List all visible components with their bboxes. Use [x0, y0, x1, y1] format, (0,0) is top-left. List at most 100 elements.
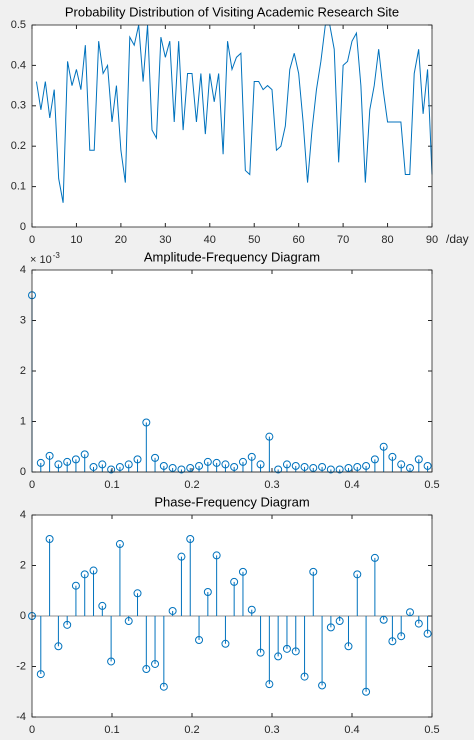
stem-marker	[230, 577, 239, 586]
axes-box	[31, 514, 433, 718]
stem-marker	[195, 635, 204, 644]
stem-marker	[274, 652, 283, 661]
y-tick-label: 4	[20, 264, 26, 276]
stem-marker	[326, 465, 335, 474]
stem-marker	[203, 588, 212, 597]
chart-title: Probability Distribution of Visiting Aca…	[65, 4, 399, 19]
x-tick-label: 30	[159, 234, 171, 246]
axes-box	[31, 269, 433, 473]
stem-marker	[414, 455, 423, 464]
chart-title: Phase-Frequency Diagram	[154, 494, 309, 509]
stem-marker	[406, 608, 414, 617]
stem-marker	[45, 451, 54, 460]
y-multiplier: × 10	[30, 254, 52, 266]
axes-background	[32, 270, 432, 472]
stem-marker	[238, 567, 247, 576]
stem-marker	[370, 553, 379, 562]
x-tick-label: 0.5	[424, 479, 439, 491]
x-tick-label: 0.4	[344, 479, 359, 491]
stem-marker	[274, 465, 283, 474]
stem-marker	[265, 680, 274, 689]
stem-marker	[54, 642, 63, 651]
stem-marker	[36, 670, 45, 679]
stem-marker	[230, 462, 239, 471]
stem-marker	[71, 581, 80, 590]
stem-marker	[98, 601, 107, 610]
y-tick-label: 0	[20, 610, 26, 622]
x-tick-label: 0.3	[264, 479, 279, 491]
stem-marker	[124, 617, 133, 626]
y-tick-label: 0.3	[11, 100, 26, 112]
x-tick-label: 50	[248, 234, 260, 246]
data-line	[35, 24, 433, 203]
stem-marker	[54, 460, 63, 469]
stem-marker	[151, 659, 160, 668]
stem-marker	[256, 460, 265, 469]
stem-marker	[107, 657, 116, 666]
stem-marker	[379, 615, 388, 624]
stem-marker	[89, 462, 98, 471]
x-tick-label: 70	[337, 234, 349, 246]
stem-marker	[142, 418, 151, 427]
stem-marker	[423, 629, 432, 638]
y-tick-label: 0.4	[11, 59, 26, 71]
x-tick-label: 10	[70, 234, 82, 246]
x-tick-label: 0	[29, 479, 35, 491]
stem-marker	[335, 617, 344, 626]
y-tick-label: 0	[20, 466, 26, 478]
x-tick-label: 60	[293, 234, 305, 246]
stem-marker	[379, 442, 388, 451]
stem-marker	[318, 681, 327, 690]
x-tick-label: 20	[115, 234, 127, 246]
y-tick-label: 2	[20, 559, 26, 571]
stem-marker	[247, 452, 256, 461]
stem-marker	[186, 463, 195, 472]
stem-marker	[107, 465, 116, 474]
stem-marker	[98, 460, 107, 469]
stem-marker	[45, 534, 54, 543]
stem-marker	[353, 570, 362, 579]
stem-marker	[89, 566, 98, 575]
stem-marker	[423, 461, 432, 470]
stem-marker	[309, 567, 318, 576]
x-tick-label: 40	[204, 234, 216, 246]
x-tick-label: 0.5	[424, 724, 439, 736]
y-tick-label: 3	[20, 314, 26, 326]
y-tick-label: 0.2	[11, 140, 26, 152]
stem-marker	[238, 457, 247, 466]
stem-marker	[177, 465, 186, 474]
chart-title: Amplitude-Frequency Diagram	[144, 249, 320, 264]
stem-marker	[80, 450, 89, 459]
x-tick-label: 90	[426, 234, 438, 246]
y-tick-label: -2	[16, 660, 26, 672]
stem-marker	[124, 460, 133, 469]
stem-marker	[212, 458, 221, 467]
y-tick-label: 2	[20, 365, 26, 377]
axes-box	[31, 24, 433, 228]
stem-marker	[168, 606, 177, 615]
stem-marker	[318, 462, 327, 471]
stem-marker	[406, 463, 414, 472]
stem-marker	[221, 639, 230, 648]
stem-marker	[335, 465, 344, 474]
stem-marker	[168, 463, 177, 472]
stem-marker	[159, 682, 168, 691]
x-tick-label: 0.2	[184, 479, 199, 491]
stem-marker	[282, 644, 291, 653]
y-multiplier-exponent: -3	[53, 251, 61, 260]
x-tick-label: 0.4	[344, 724, 359, 736]
stem-marker	[362, 687, 371, 696]
stem-marker	[326, 623, 335, 632]
axes-background	[32, 25, 432, 227]
x-axis-label: /day	[446, 232, 469, 246]
stem-marker	[63, 620, 72, 629]
x-tick-label: 0	[29, 724, 35, 736]
stem-marker	[265, 432, 274, 441]
y-tick-label: 0.1	[11, 181, 26, 193]
stem-marker	[151, 453, 160, 462]
x-tick-label: 0.3	[264, 724, 279, 736]
stem-marker	[291, 647, 300, 656]
stem-marker	[397, 632, 406, 641]
stem-marker	[133, 455, 142, 464]
